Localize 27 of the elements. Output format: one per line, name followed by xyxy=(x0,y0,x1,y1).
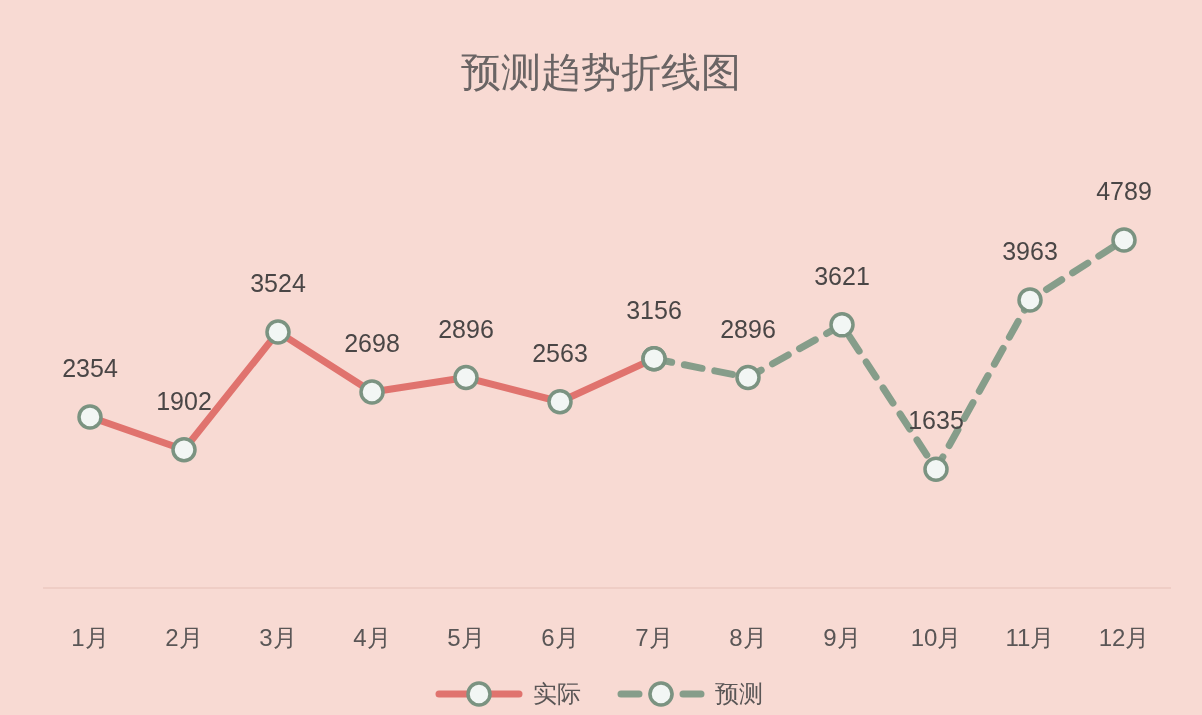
data-label: 2563 xyxy=(532,338,588,367)
data-label: 3156 xyxy=(626,295,682,324)
data-label: 3963 xyxy=(1002,237,1058,265)
data-label: 3621 xyxy=(814,261,870,290)
x-tick-label: 8月 xyxy=(729,624,767,651)
data-label: 2896 xyxy=(438,314,494,343)
x-tick-label: 12月 xyxy=(1098,624,1150,651)
data-label: 2354 xyxy=(62,353,118,382)
x-tick-label: 2月 xyxy=(165,624,203,651)
title: 预测趋势折线图 xyxy=(461,50,741,94)
x-tick-label: 3月 xyxy=(259,624,297,651)
x-tick-label: 1月 xyxy=(71,624,109,651)
legend-label: 实际 xyxy=(533,680,581,707)
x-tick-label: 10月 xyxy=(910,624,962,651)
data-label: 2896 xyxy=(720,314,776,343)
x-tick-label: 11月 xyxy=(1005,624,1055,651)
data-label: 1635 xyxy=(908,406,964,435)
x-tick-label: 5月 xyxy=(447,624,485,651)
x-tick-label: 6月 xyxy=(541,624,579,651)
x-tick-label: 7月 xyxy=(635,624,673,651)
legend-label: 预测 xyxy=(715,680,763,707)
data-label: 1902 xyxy=(156,386,212,415)
x-tick-label: 4月 xyxy=(353,624,391,651)
data-label: 4789 xyxy=(1096,177,1152,205)
data-label: 2698 xyxy=(344,328,400,357)
data-label: 3524 xyxy=(250,268,306,297)
x-tick-label: 9月 xyxy=(823,624,861,651)
